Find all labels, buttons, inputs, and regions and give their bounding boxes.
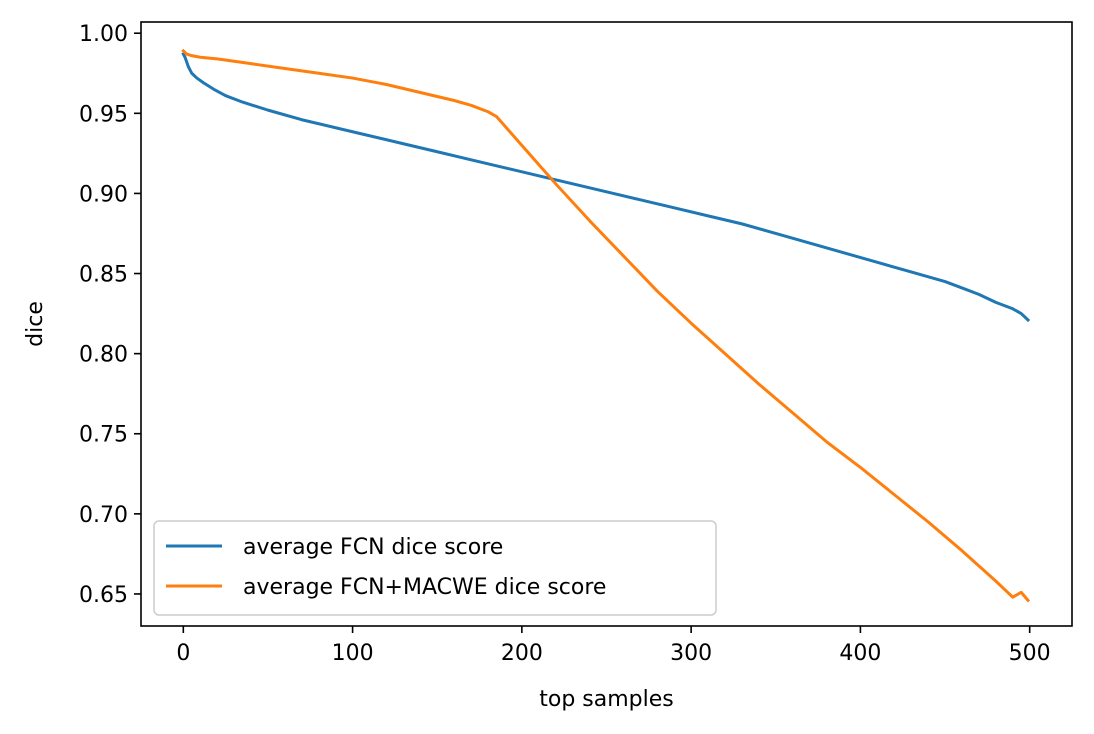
- y-tick-label: 0.80: [79, 343, 128, 368]
- x-tick-label: 0: [176, 641, 190, 666]
- y-tick-label: 0.70: [79, 503, 128, 528]
- x-tick-label: 100: [332, 641, 374, 666]
- y-tick-label: 0.75: [79, 423, 128, 448]
- y-tick-label: 1.00: [79, 22, 128, 47]
- y-tick-label: 0.90: [79, 182, 128, 207]
- plot-frame: [140, 21, 1073, 627]
- x-tick-label: 200: [501, 641, 543, 666]
- legend: average FCN dice score average FCN+MACWE …: [153, 520, 717, 616]
- legend-label: average FCN+MACWE dice score: [243, 575, 606, 600]
- x-tick-label: 400: [839, 641, 881, 666]
- legend-label: average FCN dice score: [243, 535, 503, 560]
- y-axis: 0.65 0.70 0.75 0.80 0.85 0.90 0.95 1.00: [79, 22, 141, 608]
- series-line-2: [181, 48, 1031, 603]
- x-axis-label: top samples: [539, 687, 674, 712]
- series-layer: [181, 48, 1031, 603]
- series-line-1: [181, 52, 1031, 323]
- x-axis: 0 100 200 300 400 500: [176, 626, 1051, 666]
- x-tick-label: 500: [1009, 641, 1051, 666]
- y-tick-label: 0.65: [79, 583, 128, 608]
- y-axis-label: dice: [23, 301, 48, 347]
- y-tick-label: 0.95: [79, 102, 128, 127]
- x-tick-label: 300: [670, 641, 712, 666]
- y-tick-label: 0.85: [79, 263, 128, 288]
- legend-box: [153, 520, 717, 616]
